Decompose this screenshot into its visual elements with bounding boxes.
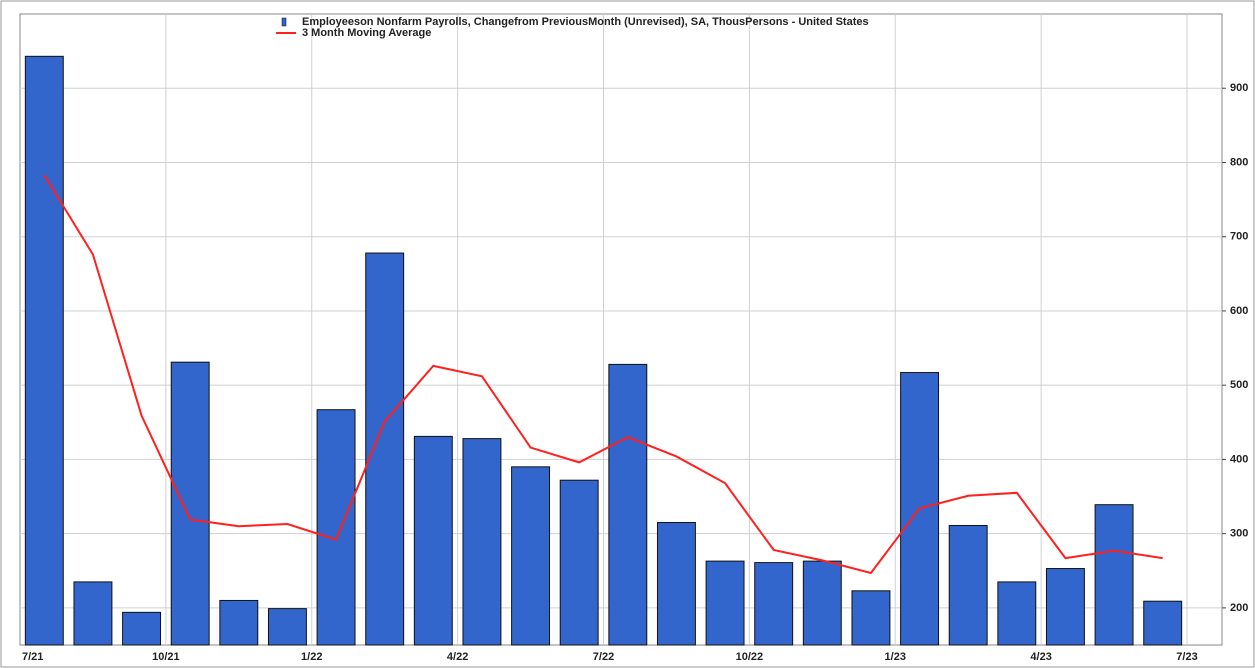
bar — [1143, 600, 1183, 646]
bar — [851, 590, 891, 646]
y-tick-label: 400 — [1230, 453, 1248, 465]
x-tick-label: 1/23 — [885, 651, 906, 663]
bar — [948, 524, 988, 646]
bar — [316, 409, 356, 646]
x-tick-label: 10/22 — [736, 651, 764, 663]
bar — [608, 363, 648, 646]
y-tick-label: 500 — [1230, 379, 1248, 391]
bar — [1045, 568, 1085, 646]
bar — [900, 372, 940, 646]
bar — [462, 438, 502, 646]
y-tick-label: 300 — [1230, 528, 1248, 540]
x-tick-label: 10/21 — [152, 651, 180, 663]
y-tick-label: 800 — [1230, 156, 1248, 168]
x-tick-label: 7/21 — [22, 651, 43, 663]
y-tick-label: 700 — [1230, 231, 1248, 243]
line — [43, 174, 1163, 575]
bar — [170, 361, 210, 646]
x-tick-label: 7/22 — [593, 651, 614, 663]
y-tick-label: 900 — [1230, 82, 1248, 94]
bar — [705, 560, 745, 646]
bar — [997, 581, 1037, 646]
bar — [1094, 504, 1134, 646]
bar — [24, 55, 64, 646]
bar — [802, 560, 842, 646]
legend-label: Employeeson Nonfarm Payrolls, Changefrom… — [302, 16, 869, 28]
x-tick-label: 7/23 — [1176, 651, 1197, 663]
x-tick-label: 4/23 — [1030, 651, 1051, 663]
y-tick-label: 600 — [1230, 305, 1248, 317]
legend-label: 3 Month Moving Average — [302, 27, 431, 39]
bar — [365, 252, 405, 646]
bar — [656, 522, 696, 646]
x-tick-label: 4/22 — [447, 651, 468, 663]
bar — [559, 479, 599, 646]
bar — [511, 466, 551, 646]
bar — [122, 611, 162, 646]
y-tick-label: 200 — [1230, 602, 1248, 614]
bar — [267, 608, 307, 646]
bar — [413, 435, 453, 646]
bar — [219, 599, 259, 646]
bar — [73, 581, 113, 646]
legend-swatch — [281, 17, 287, 27]
x-tick-label: 1/22 — [301, 651, 322, 663]
bar — [754, 562, 794, 646]
